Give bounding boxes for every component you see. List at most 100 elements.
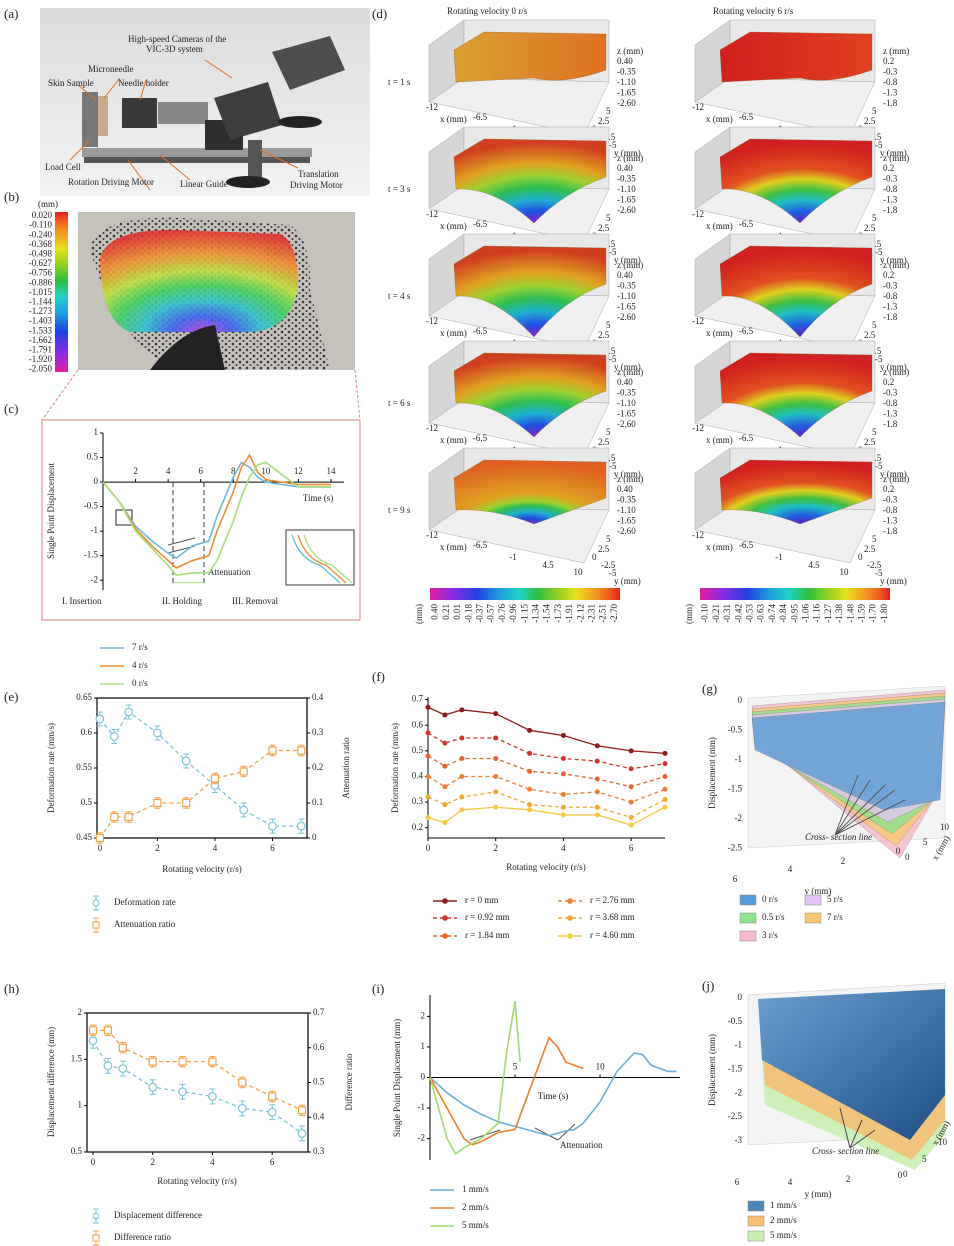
x-tick-label: 5 bbox=[513, 1062, 518, 1072]
z-tick-label: -1.3 bbox=[883, 302, 898, 312]
annotation: VIC-3D system bbox=[146, 44, 203, 54]
marker bbox=[561, 805, 566, 810]
x-tick-label: 2 bbox=[493, 843, 498, 853]
y-tick-label: 2.5 bbox=[864, 116, 876, 126]
x-tick-label: -12 bbox=[692, 316, 704, 326]
annotation: Needle holder bbox=[118, 78, 169, 88]
marker bbox=[299, 1107, 306, 1114]
legend-label: Deformation rate bbox=[114, 897, 176, 907]
colorbar-label: -1.70 bbox=[868, 604, 878, 623]
marker bbox=[209, 1093, 217, 1101]
marker bbox=[493, 711, 498, 716]
marker bbox=[149, 1058, 156, 1065]
colorbar-label: -0.96 bbox=[508, 604, 518, 623]
y-axis-label: Deformation rate (mm/s) bbox=[390, 723, 400, 813]
z-tick-label: -1.8 bbox=[883, 98, 898, 108]
y-tick-label: -1 bbox=[91, 525, 99, 535]
marker bbox=[527, 807, 532, 812]
z-tick-label: -0.8 bbox=[883, 77, 898, 87]
x-tick-label: 6 bbox=[270, 843, 275, 853]
y2-tick-label: 0.5 bbox=[313, 1077, 325, 1087]
colorbar-label: -1.54 bbox=[542, 604, 552, 623]
legend-label: 7 r/s bbox=[132, 642, 148, 652]
marker bbox=[125, 708, 133, 716]
legend-label: 0.5 r/s bbox=[762, 912, 785, 922]
y-tick-label: 0 bbox=[898, 1170, 903, 1180]
column-title: Rotating velocity 0 r/s bbox=[447, 6, 528, 16]
z-tick-label: -0.8 bbox=[883, 184, 898, 194]
z-axis-label: z (mm) bbox=[617, 474, 643, 484]
marker bbox=[561, 756, 566, 761]
marker bbox=[111, 814, 118, 821]
panel-label: (f) bbox=[372, 669, 385, 684]
annotation: III. Removal bbox=[232, 596, 278, 606]
colorbar-label: -0.74 bbox=[767, 604, 777, 623]
colorbar bbox=[700, 588, 890, 600]
y-tick-label: 6 bbox=[733, 874, 738, 884]
y-tick-label: 5 bbox=[606, 427, 611, 437]
legend-label: 5 mm/s bbox=[462, 1220, 489, 1230]
z-tick-label: -0.3 bbox=[883, 281, 898, 291]
colorbar-label: -2.12 bbox=[575, 604, 585, 623]
marker bbox=[183, 800, 190, 807]
colorbar-label: -0.756 bbox=[29, 268, 53, 278]
z-tick-label: -1.3 bbox=[883, 516, 898, 526]
displacement-field bbox=[100, 230, 298, 332]
legend-swatch bbox=[740, 913, 756, 923]
marker bbox=[595, 805, 600, 810]
y-axis-label: Displacement difference (mm) bbox=[46, 1027, 56, 1137]
plot-frame bbox=[87, 1013, 308, 1152]
marker bbox=[459, 736, 464, 741]
z-tick-label: -0.3 bbox=[883, 495, 898, 505]
x-tick-label: -6.5 bbox=[739, 433, 754, 443]
surface bbox=[720, 32, 872, 82]
x-tick-label: 2 bbox=[150, 1157, 155, 1167]
marker bbox=[663, 761, 668, 766]
legend-label: r = 1.84 mm bbox=[465, 930, 510, 940]
x-tick-label: -12 bbox=[426, 423, 438, 433]
y-tick-label: 5 bbox=[872, 427, 877, 437]
marker bbox=[96, 835, 103, 842]
z-axis-label: z (mm) bbox=[883, 153, 909, 163]
colorbar-label: -1.144 bbox=[29, 296, 53, 306]
legend-label: r = 0 mm bbox=[465, 895, 498, 905]
colorbar-label: -0.240 bbox=[29, 229, 53, 239]
x-tick-label: 10 bbox=[261, 466, 271, 476]
x-axis-label: Time (s) bbox=[303, 493, 333, 503]
x-tick-label: -12 bbox=[692, 209, 704, 219]
legend-marker bbox=[93, 900, 99, 906]
vertical-tick-label: -1 bbox=[735, 754, 743, 764]
y-tick-label: 2.5 bbox=[864, 544, 876, 554]
series-line bbox=[100, 712, 301, 826]
y2-tick-label: 0.4 bbox=[312, 692, 324, 702]
vertical-tick-label: -0.5 bbox=[728, 725, 743, 735]
x-tick-label: 4 bbox=[213, 843, 218, 853]
legend-label: 4 r/s bbox=[132, 660, 148, 670]
x-tick-label: 0 bbox=[426, 843, 431, 853]
x-axis-label: x (mm) bbox=[440, 435, 467, 445]
z-tick-label: -0.3 bbox=[883, 388, 898, 398]
x-tick-label: -6.5 bbox=[473, 326, 488, 336]
panel-frame bbox=[42, 420, 360, 620]
colorbar bbox=[430, 588, 620, 600]
marker bbox=[104, 1027, 111, 1034]
x-tick-label: 6 bbox=[629, 843, 634, 853]
colorbar-label: -1.403 bbox=[29, 316, 53, 326]
z-tick-label: 0.40 bbox=[617, 484, 633, 494]
legend-marker bbox=[567, 898, 573, 904]
y-tick-label: 0.5 bbox=[412, 745, 424, 755]
tripod-base bbox=[226, 176, 270, 188]
x-axis-label: Time (s) bbox=[538, 1091, 568, 1101]
z-tick-label: -0.8 bbox=[883, 505, 898, 515]
colorbar-label: -1.920 bbox=[29, 354, 53, 364]
z-tick-label: -2.60 bbox=[617, 98, 636, 108]
y-tick-label: 2 bbox=[846, 1174, 851, 1184]
x-tick-label: 10 bbox=[840, 567, 850, 577]
x-tick-label: 12 bbox=[294, 466, 303, 476]
y-tick-label: 0 bbox=[858, 552, 863, 562]
y-tick-label: 0.5 bbox=[81, 797, 93, 807]
column-title: Rotating velocity 6 r/s bbox=[713, 6, 794, 16]
x-tick-label: 4.5 bbox=[808, 560, 820, 570]
marker bbox=[442, 820, 447, 825]
z-tick-label: -0.35 bbox=[617, 281, 636, 291]
